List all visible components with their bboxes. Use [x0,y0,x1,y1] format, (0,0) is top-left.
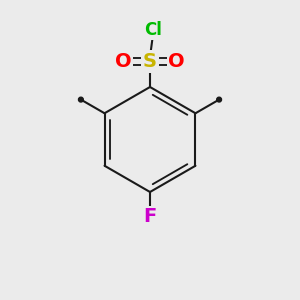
Text: S: S [143,52,157,71]
Text: O: O [115,52,132,71]
Text: O: O [168,52,185,71]
Text: Cl: Cl [144,21,162,39]
Circle shape [79,97,83,102]
Circle shape [217,97,221,102]
Text: F: F [143,207,157,226]
